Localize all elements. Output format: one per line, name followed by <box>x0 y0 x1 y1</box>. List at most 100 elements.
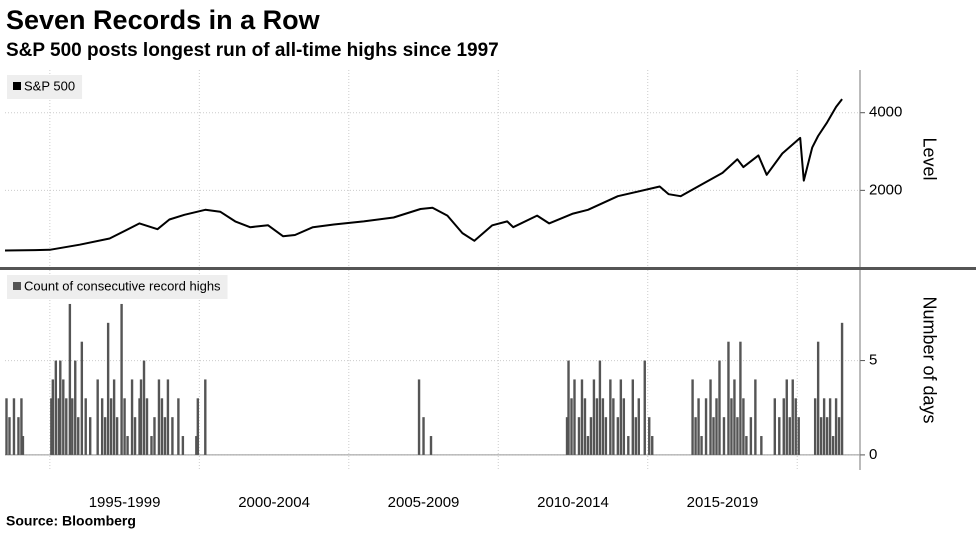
bar <box>712 417 715 455</box>
bar <box>51 379 55 455</box>
bar <box>598 360 602 455</box>
bar <box>50 398 53 455</box>
bar <box>417 379 421 455</box>
bar <box>96 379 99 455</box>
y-tick-label: 4000 <box>869 104 902 121</box>
bar <box>573 379 576 455</box>
bar <box>106 322 110 455</box>
bar <box>736 417 739 455</box>
bar <box>181 436 185 455</box>
bar <box>627 436 630 455</box>
y-tick-label: 2000 <box>869 181 902 198</box>
x-tick-label: 2000-2004 <box>238 494 310 511</box>
x-tick-label: 1995-1999 <box>89 494 161 511</box>
bar <box>100 398 104 455</box>
bar <box>616 417 620 455</box>
legend: S&P 500 <box>7 75 83 99</box>
bar <box>622 398 626 455</box>
bar <box>57 398 61 455</box>
bar <box>648 417 651 455</box>
bar <box>709 379 712 455</box>
bar <box>813 398 817 455</box>
bar <box>115 417 119 455</box>
bar <box>778 417 781 455</box>
legend-box <box>7 275 228 299</box>
bar <box>837 417 841 455</box>
bar <box>139 379 143 455</box>
bar <box>819 417 823 455</box>
bar <box>103 417 107 455</box>
bar <box>601 398 605 455</box>
bar <box>130 379 134 455</box>
bar <box>68 303 72 455</box>
y-axis-label: Number of days <box>919 296 939 423</box>
line <box>4 98 843 252</box>
bar <box>773 398 776 455</box>
bar <box>89 417 92 455</box>
bar <box>718 360 721 455</box>
y-tick-label: 5 <box>869 352 877 369</box>
bar <box>754 379 757 455</box>
bar <box>565 417 569 455</box>
bar <box>609 379 612 455</box>
bar <box>160 398 164 455</box>
bar <box>177 398 180 455</box>
legend-label: S&P 500 <box>24 78 75 93</box>
bar <box>570 398 573 455</box>
y-axis-label: Level <box>919 137 939 180</box>
bar <box>589 417 593 455</box>
bar <box>166 379 170 455</box>
bar <box>825 417 829 455</box>
panel-separator <box>0 267 976 270</box>
bar <box>785 379 788 455</box>
bar <box>145 398 149 455</box>
bar <box>142 360 146 455</box>
y-tick-label: 0 <box>869 446 877 463</box>
bar <box>196 398 200 455</box>
bar <box>120 303 123 455</box>
bar <box>791 379 794 455</box>
bar <box>71 398 74 455</box>
bar <box>643 360 646 455</box>
bar <box>17 417 20 455</box>
chart-subtitle: S&P 500 posts longest run of all-time hi… <box>6 40 499 61</box>
bar <box>20 398 23 455</box>
x-tick-label: 2015-2019 <box>687 494 759 511</box>
legend: Count of consecutive record highs <box>7 275 228 299</box>
bar <box>760 436 763 455</box>
bar <box>788 417 791 455</box>
bar <box>749 417 753 455</box>
x-tick-label: 2010-2014 <box>537 494 609 511</box>
bar <box>797 417 800 455</box>
bar <box>583 398 587 455</box>
bar <box>604 417 608 455</box>
bar <box>727 341 730 455</box>
bar <box>153 417 156 455</box>
legend-label: Count of consecutive record highs <box>24 278 221 293</box>
bar <box>794 398 797 455</box>
bar <box>123 398 126 455</box>
bar <box>580 379 584 455</box>
bar <box>577 417 581 455</box>
bar <box>694 417 697 455</box>
bar <box>422 417 425 455</box>
bar <box>74 360 77 455</box>
bar <box>697 398 700 455</box>
bar <box>567 360 570 455</box>
bar <box>730 398 733 455</box>
bar <box>828 398 832 455</box>
bar <box>80 341 84 455</box>
bar <box>429 436 433 455</box>
bar <box>619 379 623 455</box>
bar <box>631 379 634 455</box>
bar <box>204 379 207 455</box>
bar <box>822 398 826 455</box>
bar <box>62 379 65 455</box>
bar <box>739 341 742 455</box>
bar <box>133 417 137 455</box>
bar <box>150 436 153 455</box>
bar <box>12 398 16 455</box>
legend-swatch <box>13 82 21 90</box>
bar <box>700 436 703 455</box>
bar <box>651 436 654 455</box>
